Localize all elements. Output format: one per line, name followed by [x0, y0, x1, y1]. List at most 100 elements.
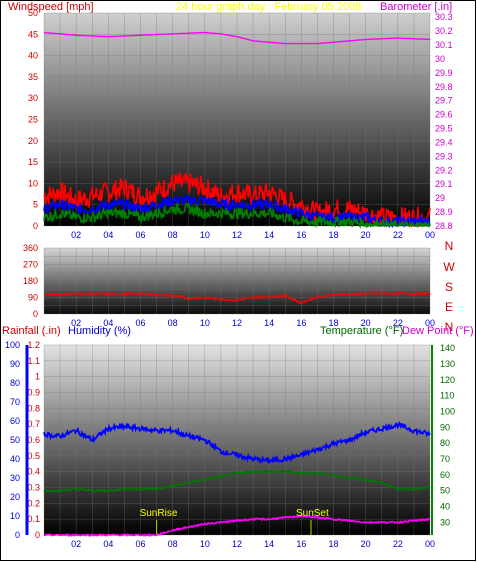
x-tick-label: 14	[264, 539, 274, 549]
wind-y-tick-label: 40	[28, 51, 38, 61]
compass-label: N	[445, 239, 454, 253]
dewpoint-line	[43, 514, 431, 538]
barometer-y-tick-label: 30	[435, 54, 445, 64]
x-tick-label: 08	[168, 230, 178, 240]
x-tick-label: 18	[328, 539, 338, 549]
x-tick-label: 06	[135, 539, 145, 549]
rainfall-y-tick-label: 0.8	[27, 403, 40, 413]
barometer-y-tick-label: 29.5	[435, 124, 453, 134]
barometer-y-tick-label: 29.9	[435, 68, 453, 78]
direction-y-tick-label: 360	[23, 243, 38, 253]
x-tick-label: 10	[200, 230, 210, 240]
compass-label: N	[445, 320, 454, 334]
x-tick-label: 00	[425, 318, 435, 328]
x-tick-label: 18	[328, 230, 338, 240]
barometer-y-tick-label: 30.1	[435, 40, 453, 50]
direction-y-tick-label: 270	[23, 260, 38, 270]
x-tick-label: 14	[264, 318, 274, 328]
dewpoint-axis-title: Dew Point (°F)	[402, 325, 474, 337]
x-tick-label: 20	[361, 230, 371, 240]
temperature-y-tick-label: 50	[440, 486, 450, 496]
temperature-y-tick-label: 90	[440, 422, 450, 432]
humidity-y-tick-label: 50	[10, 435, 20, 445]
temperature-y-tick-label: 100	[440, 407, 455, 417]
x-tick-label: 16	[296, 539, 306, 549]
x-tick-label: 00	[425, 539, 435, 549]
sunset-label: SunSet	[296, 508, 329, 519]
compass-label: S	[445, 280, 453, 294]
wind-low-line	[43, 202, 431, 230]
wind-direction-line	[43, 290, 431, 305]
wind-y-tick-label: 35	[28, 72, 38, 82]
humidity-y-tick-label: 100	[5, 340, 20, 350]
barometer-y-tick-label: 29.4	[435, 137, 453, 147]
temperature-y-tick-label: 30	[440, 517, 450, 527]
temperature-y-tick-label: 140	[440, 343, 455, 353]
direction-y-tick-label: 90	[28, 293, 38, 303]
windspeed-axis-title: Windspeed [mph]	[8, 1, 94, 13]
barometer-y-tick-label: 29.1	[435, 179, 453, 189]
direction-y-tick-label: 0	[33, 309, 38, 319]
x-tick-label: 06	[135, 318, 145, 328]
wind-gust-line	[43, 170, 431, 228]
temperature-y-tick-label: 60	[440, 470, 450, 480]
x-tick-label: 22	[393, 539, 403, 549]
humidity-series	[43, 420, 431, 538]
humidity-y-tick-label: 80	[10, 378, 20, 388]
wind-y-tick-label: 50	[28, 8, 38, 18]
barometer-y-tick-label: 30.3	[435, 12, 453, 22]
barometer-y-tick-label: 29.8	[435, 82, 453, 92]
rainfall-y-tick-label: 0.1	[27, 514, 40, 524]
direction-y-tick-label: 180	[23, 276, 38, 286]
x-tick-label: 08	[168, 318, 178, 328]
rainfall-y-tick-label: 0.2	[27, 498, 40, 508]
temperature-line	[43, 469, 431, 493]
barometer-y-tick-label: 29.2	[435, 165, 453, 175]
temperature-axis-title: Temperature (°F)	[320, 325, 403, 337]
temperature-y-tick-label: 40	[440, 502, 450, 512]
humidity-y-tick-label: 0	[15, 530, 20, 540]
x-tick-label: 10	[200, 539, 210, 549]
wind-y-tick-label: 25	[28, 115, 38, 125]
rainfall-y-tick-label: 1.1	[27, 356, 40, 366]
humidity-y-tick-label: 30	[10, 473, 20, 483]
wind-y-tick-label: 30	[28, 93, 38, 103]
x-tick-label: 12	[232, 230, 242, 240]
barometer-y-tick-label: 29.7	[435, 96, 453, 106]
x-tick-label: 20	[361, 539, 371, 549]
temperature-y-tick-label: 110	[440, 391, 454, 401]
humidity-y-tick-label: 70	[10, 397, 20, 407]
x-tick-label: 22	[393, 230, 403, 240]
temperature-y-tick-label: 80	[440, 438, 450, 448]
x-tick-label: 00	[425, 230, 435, 240]
barometer-y-tick-label: 28.9	[435, 207, 453, 217]
chart-title: 24 hour graph day : February 05 2008	[176, 1, 361, 13]
rainfall-y-tick-label: 0	[35, 530, 40, 540]
x-tick-label: 02	[71, 230, 81, 240]
barometer-y-tick-label: 29	[435, 193, 445, 203]
humidity-y-tick-label: 90	[10, 359, 20, 369]
rainfall-y-tick-label: 0.5	[27, 451, 40, 461]
barometer-y-tick-label: 28.8	[435, 221, 453, 231]
humidity-axis-title: Humidity (%)	[68, 325, 131, 337]
x-tick-label: 16	[296, 230, 306, 240]
rainfall-y-tick-label: 0.6	[27, 435, 40, 445]
wind-y-tick-label: 20	[28, 136, 38, 146]
barometer-y-tick-label: 29.3	[435, 151, 453, 161]
x-tick-label: 18	[328, 318, 338, 328]
barometer-line	[43, 31, 431, 45]
rainfall-y-tick-label: 1.2	[27, 340, 40, 350]
rainfall-y-tick-label: 0.4	[27, 467, 40, 477]
x-tick-label: 22	[393, 318, 403, 328]
sunrise-label: SunRise	[140, 508, 178, 519]
humidity-grid	[43, 344, 431, 536]
rainfall-y-tick-label: 0.7	[27, 419, 40, 429]
temperature-y-tick-label: 70	[440, 454, 450, 464]
direction-series	[43, 290, 431, 305]
x-tick-label: 06	[135, 230, 145, 240]
wind-y-tick-label: 10	[28, 178, 38, 188]
rainfall-axis-title: Rainfall (.in)	[2, 325, 61, 337]
